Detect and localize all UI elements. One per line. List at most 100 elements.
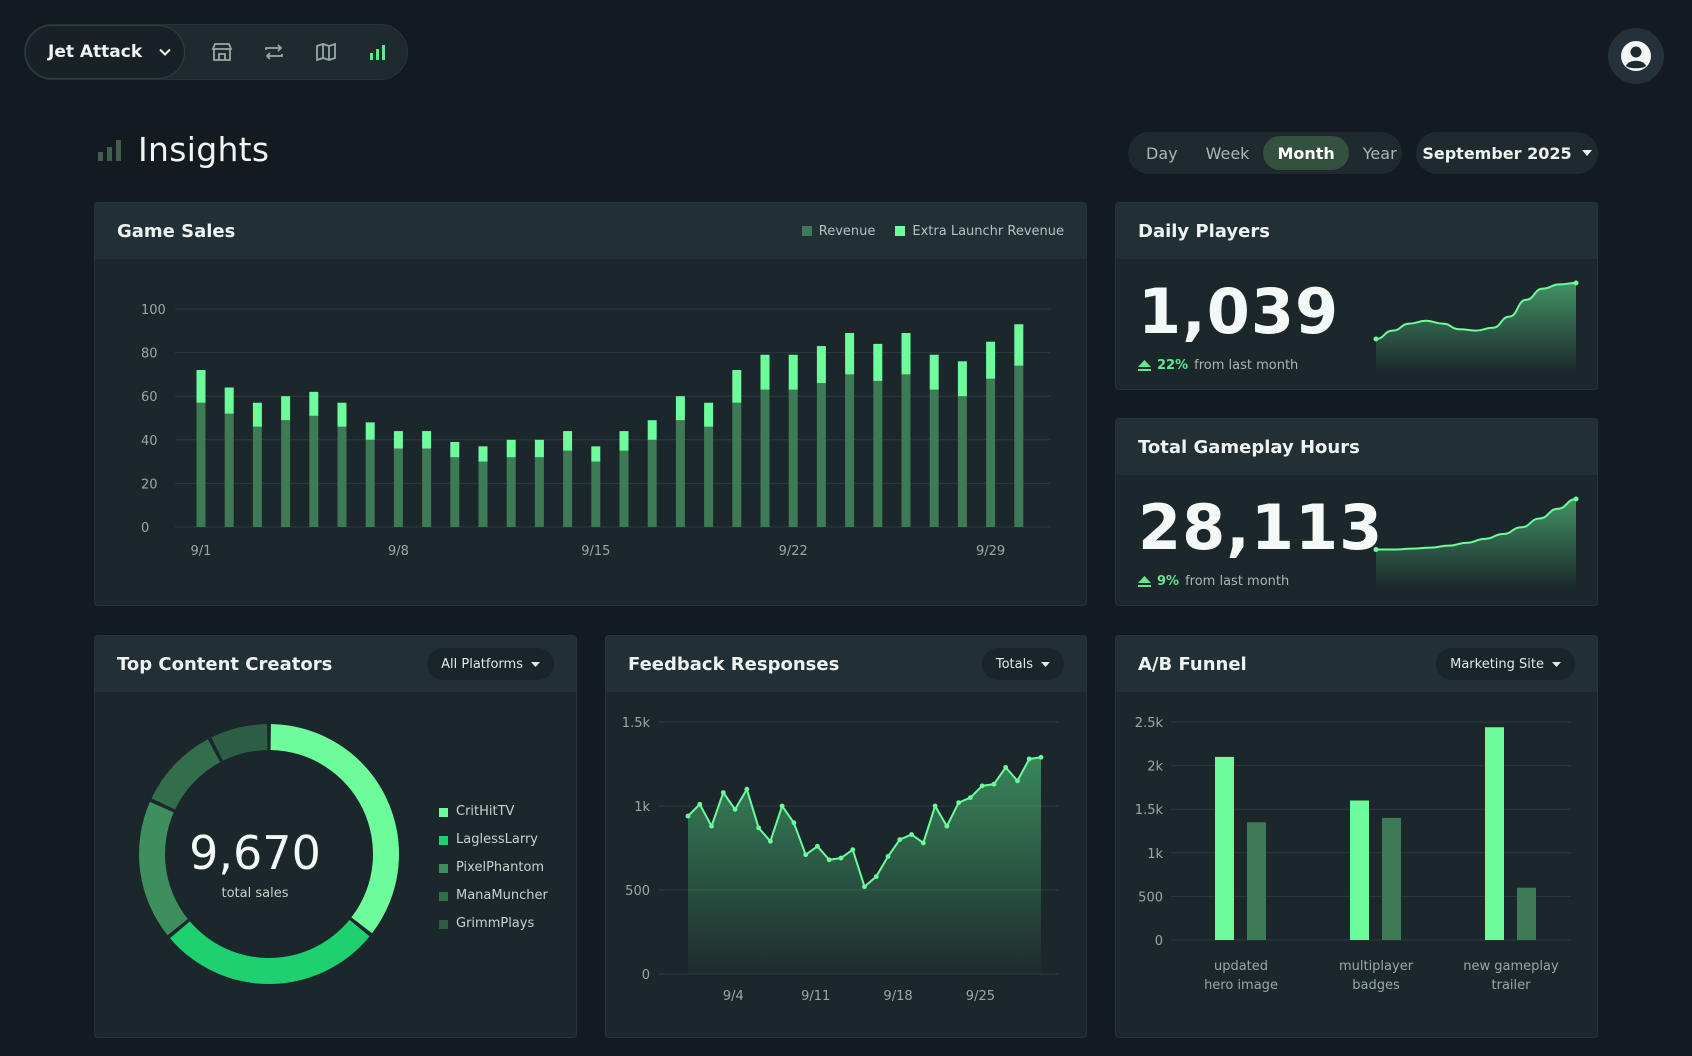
feedback-point	[720, 790, 726, 795]
filter-label: Totals	[995, 656, 1033, 672]
filter-label: All Platforms	[441, 656, 523, 672]
bar-extra-revenue	[816, 346, 826, 384]
feedback-point	[979, 783, 985, 789]
user-icon	[1621, 41, 1651, 71]
feedback-point	[920, 840, 926, 846]
tab-week[interactable]: Week	[1205, 143, 1250, 163]
bar-extra-revenue	[788, 354, 798, 390]
y-tick-label: 1.5k	[622, 716, 651, 731]
chevron-down-icon	[159, 48, 171, 56]
x-tick-label: 9/4	[723, 989, 744, 1004]
feedback-point	[897, 837, 903, 842]
caret-down-icon	[1041, 661, 1050, 667]
bar-revenue	[788, 389, 798, 527]
store-icon[interactable]	[207, 37, 237, 67]
bar-revenue	[675, 420, 685, 527]
bar-revenue	[196, 402, 206, 527]
x-tick-label: 9/8	[388, 544, 409, 559]
feedback-point	[1026, 756, 1032, 762]
feedback-point	[767, 838, 773, 844]
feedback-card: Feedback Responses Totals 0 500 1k 1.5k 9/4 9…	[605, 635, 1087, 1038]
feedback-point	[944, 823, 950, 829]
feedback-point	[815, 843, 820, 849]
ab-funnel-chart: 0 500 1k 1.5k 2k 2.5k updated hero image multipl…	[1135, 716, 1571, 993]
legend-item: GrimmPlays	[439, 910, 548, 938]
transfer-icon[interactable]	[259, 37, 289, 67]
range-tabs: Day Week Month Year	[1128, 132, 1402, 174]
ab-funnel-card: A/B Funnel Marketing Site 0 500 1k 1.5k 2k 2.…	[1115, 635, 1598, 1038]
tab-day[interactable]: Day	[1146, 143, 1178, 163]
delta-row: 9% from last month	[1138, 574, 1383, 589]
bar-revenue	[309, 415, 319, 527]
bar-revenue	[506, 457, 516, 527]
x-tick-label: 9/18	[883, 989, 912, 1004]
bar-revenue	[478, 461, 488, 527]
feedback-point	[909, 832, 914, 837]
x-tick-label: 9/22	[779, 544, 808, 559]
bar-extra-revenue	[196, 370, 206, 403]
period-dropdown[interactable]: September 2025	[1416, 132, 1598, 174]
tab-year[interactable]: Year	[1362, 143, 1397, 163]
bar-variant-a	[1350, 800, 1369, 940]
feedback-point	[956, 800, 962, 806]
bar-extra-revenue	[534, 439, 544, 458]
bar-extra-revenue	[224, 387, 234, 414]
bar-revenue	[873, 380, 883, 527]
bar-variant-a	[1215, 756, 1234, 940]
donut-slice	[139, 801, 188, 936]
tab-month[interactable]: Month	[1263, 136, 1349, 170]
content-creators-card: Top Content Creators All Platforms 9,670…	[94, 635, 577, 1038]
legend-item-revenue: Revenue	[801, 224, 875, 239]
card-title: Top Content Creators	[117, 653, 333, 675]
bar-extra-revenue	[478, 446, 488, 462]
bar-revenue	[281, 420, 291, 527]
feedback-point	[885, 854, 891, 859]
sparkline-line	[1376, 498, 1577, 551]
bar-revenue	[704, 426, 714, 527]
game-selector[interactable]: Jet Attack	[25, 25, 185, 79]
bar-extra-revenue	[619, 431, 629, 451]
bar-revenue	[224, 413, 234, 527]
feedback-point	[709, 823, 714, 829]
donut-slice	[270, 724, 399, 934]
trend-up-icon	[1138, 575, 1151, 587]
caret-down-icon	[1552, 661, 1561, 667]
delta-percent: 22%	[1157, 358, 1189, 373]
legend-item-extra: Extra Launchr Revenue	[895, 224, 1064, 239]
x-category-label: multiplayer	[1339, 959, 1414, 974]
bar-extra-revenue	[252, 402, 262, 427]
donut-slice	[151, 739, 221, 810]
gameplay-hours-card: Total Gameplay Hours 28,113 9% from last…	[1115, 418, 1598, 606]
donut-total: 9,670	[189, 826, 321, 880]
bar-extra-revenue	[704, 402, 714, 427]
bar-extra-revenue	[901, 332, 911, 375]
site-filter-dropdown[interactable]: Marketing Site	[1436, 648, 1575, 680]
game-name: Jet Attack	[48, 42, 143, 62]
bar-extra-revenue	[337, 402, 347, 427]
x-tick-label: 9/29	[976, 544, 1005, 559]
daily-players-sparkline	[1373, 280, 1579, 373]
sparkline-area	[1376, 283, 1576, 373]
platform-filter-dropdown[interactable]: All Platforms	[427, 648, 554, 680]
x-category-label: badges	[1352, 978, 1400, 993]
feedback-point	[1015, 778, 1020, 784]
totals-filter-dropdown[interactable]: Totals	[981, 648, 1064, 680]
map-icon[interactable]	[311, 37, 341, 67]
feedback-point	[850, 847, 856, 853]
sparkline-line	[1375, 282, 1577, 340]
feedback-point	[803, 852, 809, 858]
donut-slice	[211, 724, 268, 761]
bar-revenue	[760, 389, 770, 527]
delta-row: 22% from last month	[1138, 358, 1339, 373]
bar-revenue	[337, 426, 347, 527]
bar-extra-revenue	[506, 439, 516, 458]
bar-extra-revenue	[281, 396, 291, 421]
bar-extra-revenue	[393, 431, 403, 449]
delta-text: from last month	[1194, 358, 1299, 373]
sparkline-end-point	[1573, 496, 1579, 502]
insights-icon[interactable]	[363, 37, 393, 67]
top-nav-bar: Jet Attack	[24, 24, 408, 80]
feedback-point	[873, 874, 879, 879]
user-avatar[interactable]	[1608, 28, 1664, 84]
legend-item: PixelPhantom	[439, 854, 548, 882]
